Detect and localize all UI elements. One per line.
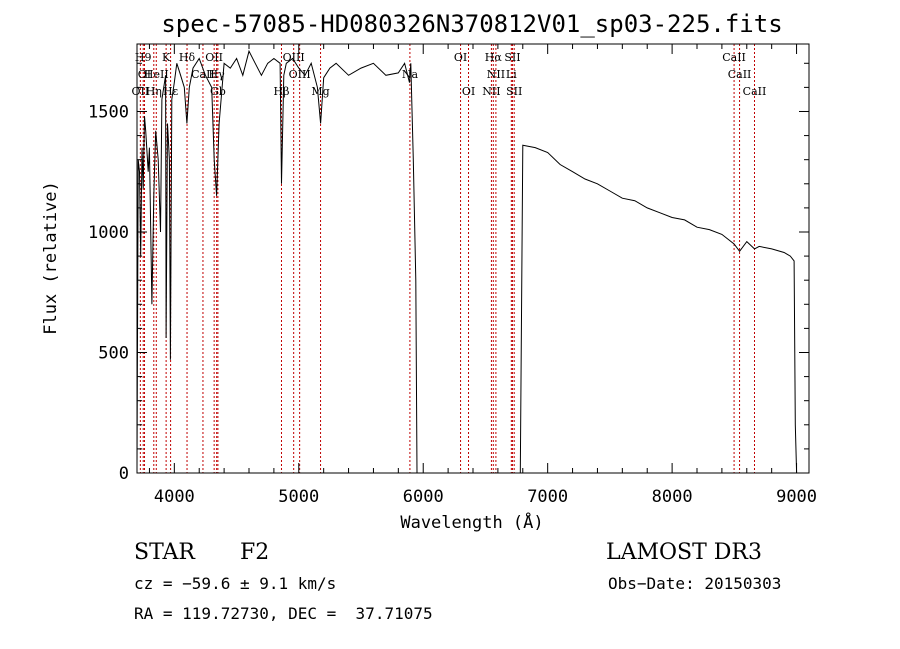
line-label-23: Li [506, 68, 517, 81]
emission-line-markers [139, 44, 755, 473]
x-tick-label-1: 5000 [278, 487, 319, 507]
line-label-3: Hη [146, 85, 162, 98]
y-axis-ticks: 0 500 1000 1500 [88, 62, 809, 484]
y-tick-label-3: 1500 [88, 102, 129, 122]
line-label-0: OII [132, 85, 150, 98]
line-label-26: CaII [728, 68, 752, 81]
line-label-9: OII [205, 51, 223, 64]
line-label-12: Hβ [274, 85, 290, 98]
x-tick-label-4: 8000 [652, 487, 693, 507]
coordinates: RA = 119.72730, DEC = 37.71075 [134, 604, 433, 623]
x-axis-ticks: 4000 5000 6000 7000 8000 9000 [148, 44, 817, 507]
line-label-4: HeII [144, 68, 169, 81]
x-tick-label-0: 4000 [154, 487, 195, 507]
line-label-14: OIII [289, 68, 311, 81]
survey-name: LAMOST DR3 [606, 540, 762, 565]
line-label-1: H9 [135, 51, 152, 64]
line-label-7: Hδ [179, 51, 196, 64]
line-label-17: OI [454, 51, 467, 64]
object-subclass: F2 [240, 540, 270, 565]
line-label-6: Hε [163, 85, 179, 98]
line-label-8: CaII [191, 68, 215, 81]
line-label-2: OI [138, 68, 151, 81]
y-axis-label: Flux (relative) [41, 181, 61, 335]
line-label-24: SII [506, 85, 522, 98]
y-tick-label-1: 500 [98, 343, 129, 363]
line-label-22: SII [504, 51, 520, 64]
plot-frame [136, 43, 810, 474]
x-tick-label-5: 9000 [776, 487, 817, 507]
object-class: STAR [134, 540, 195, 565]
line-label-20: NII [487, 68, 505, 81]
x-axis-label: Wavelength (Å) [400, 511, 543, 533]
line-label-5: K [162, 51, 171, 64]
redshift-velocity: cz = −59.6 ± 9.1 km/s [134, 574, 337, 593]
line-label-10: Hγ [209, 68, 226, 81]
line-label-13: OIII [283, 51, 305, 64]
line-label-18: OI [462, 85, 475, 98]
line-label-21: NII [482, 85, 500, 98]
line-label-15: Mg [311, 85, 329, 98]
line-label-27: CaII [743, 85, 767, 98]
x-tick-label-2: 6000 [403, 487, 444, 507]
y-tick-label-0: 0 [119, 464, 129, 484]
observation-date: Obs−Date: 20150303 [608, 574, 782, 593]
spectrum-line [136, 49, 798, 474]
chart-title: spec-57085-HD080326N370812V01_sp03-225.f… [161, 10, 782, 38]
line-label-19: Hα [485, 51, 503, 64]
line-label-25: CaII [722, 51, 746, 64]
y-tick-label-2: 1000 [88, 223, 129, 243]
x-tick-label-3: 7000 [527, 487, 568, 507]
